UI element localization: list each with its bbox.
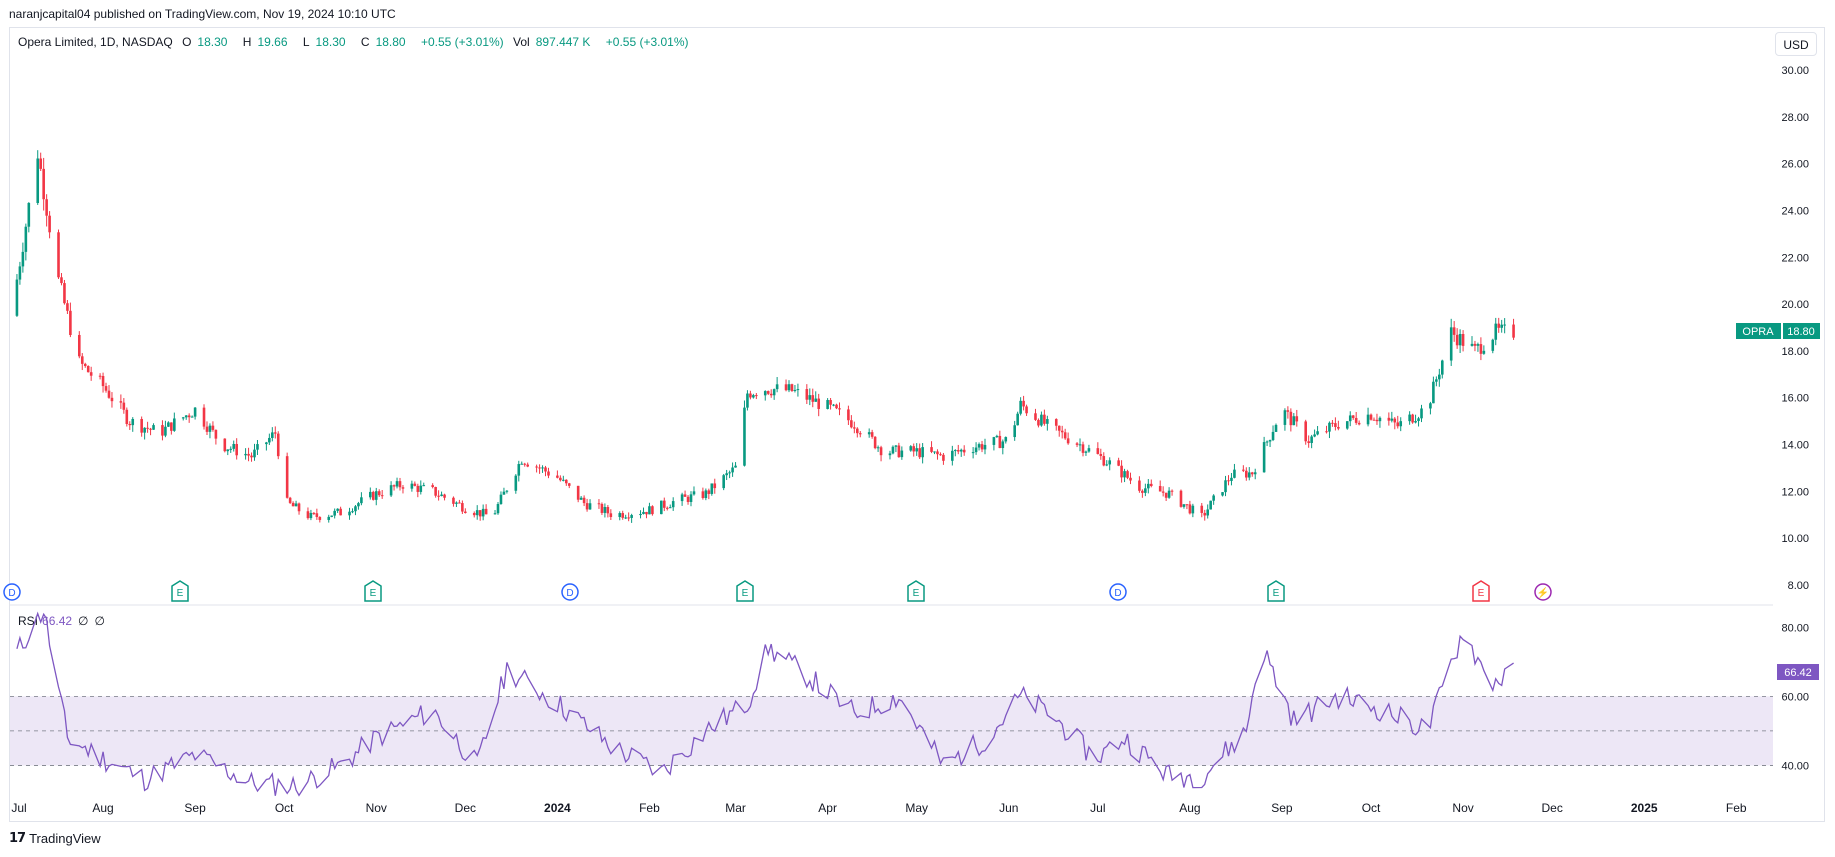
change-value: +0.55 (+3.01%) xyxy=(420,35,504,49)
symbol-title[interactable]: Opera Limited, 1D, NASDAQ xyxy=(18,35,173,49)
low-label: L xyxy=(302,35,310,49)
rsi-legend: RSI 66.42 ∅ ∅ xyxy=(18,614,105,628)
high-value: 19.66 xyxy=(257,35,288,49)
publish-caption: naranjcapital04 published on TradingView… xyxy=(9,7,396,21)
rsi-legend-value: 66.42 xyxy=(42,614,73,628)
chart-frame xyxy=(9,27,1825,822)
currency-button[interactable]: USD xyxy=(1775,32,1817,56)
tradingview-brand[interactable]: 17 TradingView xyxy=(9,831,101,846)
rsi-param-1: ∅ xyxy=(78,614,89,628)
high-label: H xyxy=(242,35,252,49)
rsi-param-2: ∅ xyxy=(94,614,105,628)
tradingview-brand-label: TradingView xyxy=(29,831,101,846)
volume-value: 897.447 K xyxy=(535,35,591,49)
symbol-legend: Opera Limited, 1D, NASDAQ O 18.30 H 19.66 … xyxy=(18,35,695,49)
open-label: O xyxy=(182,35,192,49)
volume-label: Vol xyxy=(513,35,530,49)
open-value: 18.30 xyxy=(197,35,228,49)
close-value: 18.80 xyxy=(375,35,406,49)
rsi-title[interactable]: RSI xyxy=(18,614,39,628)
volume-change: +0.55 (+3.01%) xyxy=(605,35,689,49)
low-value: 18.30 xyxy=(315,35,346,49)
close-label: C xyxy=(360,35,370,49)
tradingview-logo-icon: 17 xyxy=(9,831,26,846)
